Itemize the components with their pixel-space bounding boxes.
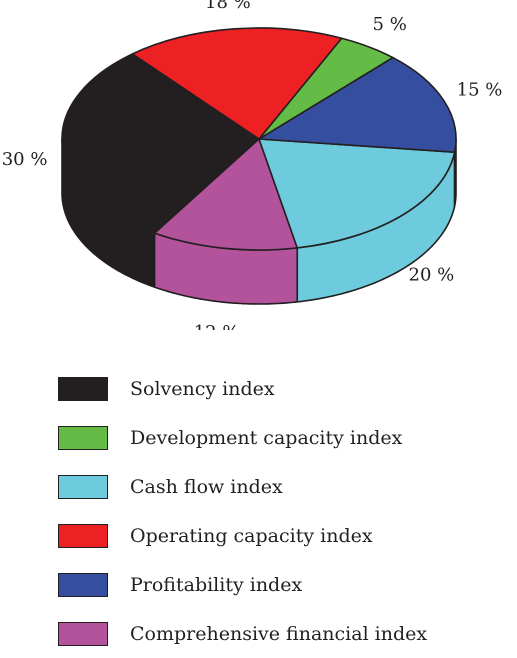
pie-side-walls	[61, 138, 457, 305]
data-label-comprehensive-financial-index: 12 %	[194, 322, 240, 330]
legend-swatch	[58, 621, 108, 646]
legend-item-profitability-index: Profitability index	[58, 560, 427, 609]
legend-label: Cash flow index	[130, 475, 283, 498]
pie-chart-svg: 30 % 12 % 20 % 15 % 5 % 18 %	[2, 0, 503, 330]
legend-label: Solvency index	[130, 377, 275, 400]
data-label-development-capacity-index: 5 %	[373, 14, 407, 35]
legend-item-comprehensive-financial-index: Comprehensive financial index	[58, 609, 427, 658]
legend-item-solvency-index: Solvency index	[58, 364, 427, 413]
pie-slice-cash-flow-index	[258, 138, 456, 249]
pie-data-labels: 30 % 12 % 20 % 15 % 5 % 18 %	[2, 0, 503, 330]
legend-label: Profitability index	[130, 573, 303, 596]
legend-swatch	[58, 376, 108, 401]
legend-item-development-capacity-index: Development capacity index	[58, 413, 427, 462]
legend-label: Development capacity index	[130, 426, 403, 449]
pie-slice-solvency-index	[61, 53, 260, 234]
legend-swatch	[58, 425, 108, 450]
pie-slice-comprehensive-financial-index	[153, 138, 299, 251]
legend-item-cash-flow-index: Cash flow index	[58, 462, 427, 511]
legend-swatch	[58, 474, 108, 499]
chart-legend: Solvency index Development capacity index…	[58, 364, 427, 658]
pie-slice-operating-capacity-index	[131, 27, 343, 140]
pie-slice-profitability-index	[258, 56, 457, 153]
legend-label: Comprehensive financial index	[130, 622, 428, 645]
data-label-solvency-index: 30 %	[2, 149, 48, 170]
legend-label: Operating capacity index	[130, 524, 373, 547]
legend-swatch	[58, 523, 108, 548]
data-label-profitability-index: 15 %	[457, 79, 503, 100]
data-label-operating-capacity-index: 18 %	[205, 0, 251, 13]
pie-chart: 30 % 12 % 20 % 15 % 5 % 18 %	[2, 0, 503, 330]
data-label-cash-flow-index: 20 %	[409, 264, 455, 285]
pie-top-face	[61, 27, 457, 251]
legend-item-operating-capacity-index: Operating capacity index	[58, 511, 427, 560]
legend-swatch	[58, 572, 108, 597]
